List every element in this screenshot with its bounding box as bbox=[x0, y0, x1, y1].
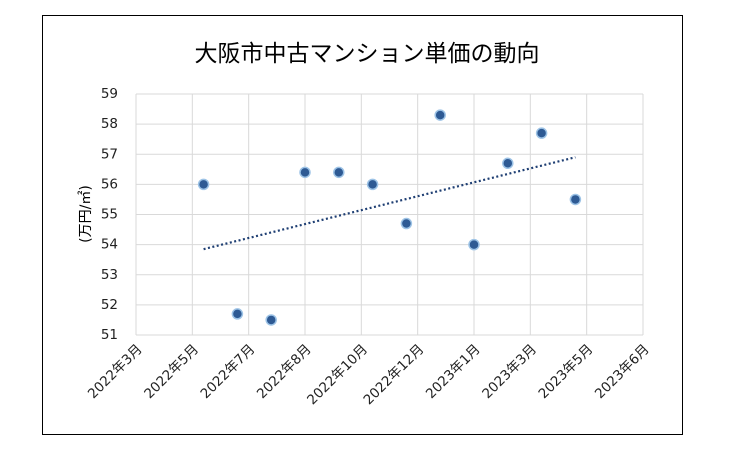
gridlines bbox=[135, 93, 644, 336]
y-tick-label: 53 bbox=[101, 267, 118, 283]
y-tick-label: 58 bbox=[101, 116, 118, 132]
y-tick-label: 57 bbox=[101, 146, 118, 162]
x-tick-labels: 2022年3月2022年5月2022年7月2022年8月2022年10月2022… bbox=[85, 341, 653, 408]
x-tick-label: 2023年1月 bbox=[423, 341, 484, 402]
y-tick-label: 54 bbox=[101, 237, 118, 253]
x-tick-label: 2022年7月 bbox=[198, 341, 259, 402]
data-point bbox=[231, 308, 244, 320]
x-tick-label: 2022年3月 bbox=[85, 341, 146, 402]
data-point bbox=[299, 166, 311, 179]
data-point bbox=[333, 166, 345, 179]
trendline bbox=[203, 156, 576, 251]
x-tick-label: 2022年5月 bbox=[141, 341, 202, 402]
y-tick-labels: 51 52 53 54 55 56 57 58 59 bbox=[101, 86, 118, 343]
y-axis-label: (万円/㎡) bbox=[78, 185, 94, 243]
x-tick-label: 2022年8月 bbox=[254, 341, 315, 402]
data-point bbox=[569, 193, 582, 206]
y-tick-label: 51 bbox=[101, 327, 118, 343]
data-point bbox=[468, 238, 480, 251]
data-point bbox=[265, 314, 277, 326]
chart-frame bbox=[42, 15, 683, 435]
data-point bbox=[197, 178, 210, 191]
x-tick-label: 2023年6月 bbox=[592, 341, 653, 402]
y-tick-label: 52 bbox=[101, 297, 118, 313]
y-tick-label: 55 bbox=[101, 207, 118, 223]
data-point bbox=[434, 109, 446, 121]
y-tick-label: 56 bbox=[101, 176, 118, 192]
data-point bbox=[535, 127, 548, 139]
data-point bbox=[400, 217, 413, 230]
x-tick-label: 2023年3月 bbox=[479, 341, 540, 402]
trendline-group bbox=[203, 156, 576, 251]
data-points bbox=[197, 109, 582, 326]
x-tick-label: 2022年12月 bbox=[360, 341, 427, 408]
data-point bbox=[366, 178, 379, 191]
data-point bbox=[502, 157, 514, 170]
chart-title: 大阪市中古マンション単価の動向 bbox=[194, 41, 540, 67]
y-tick-label: 59 bbox=[101, 86, 118, 102]
x-tick-label: 2023年5月 bbox=[536, 341, 597, 402]
